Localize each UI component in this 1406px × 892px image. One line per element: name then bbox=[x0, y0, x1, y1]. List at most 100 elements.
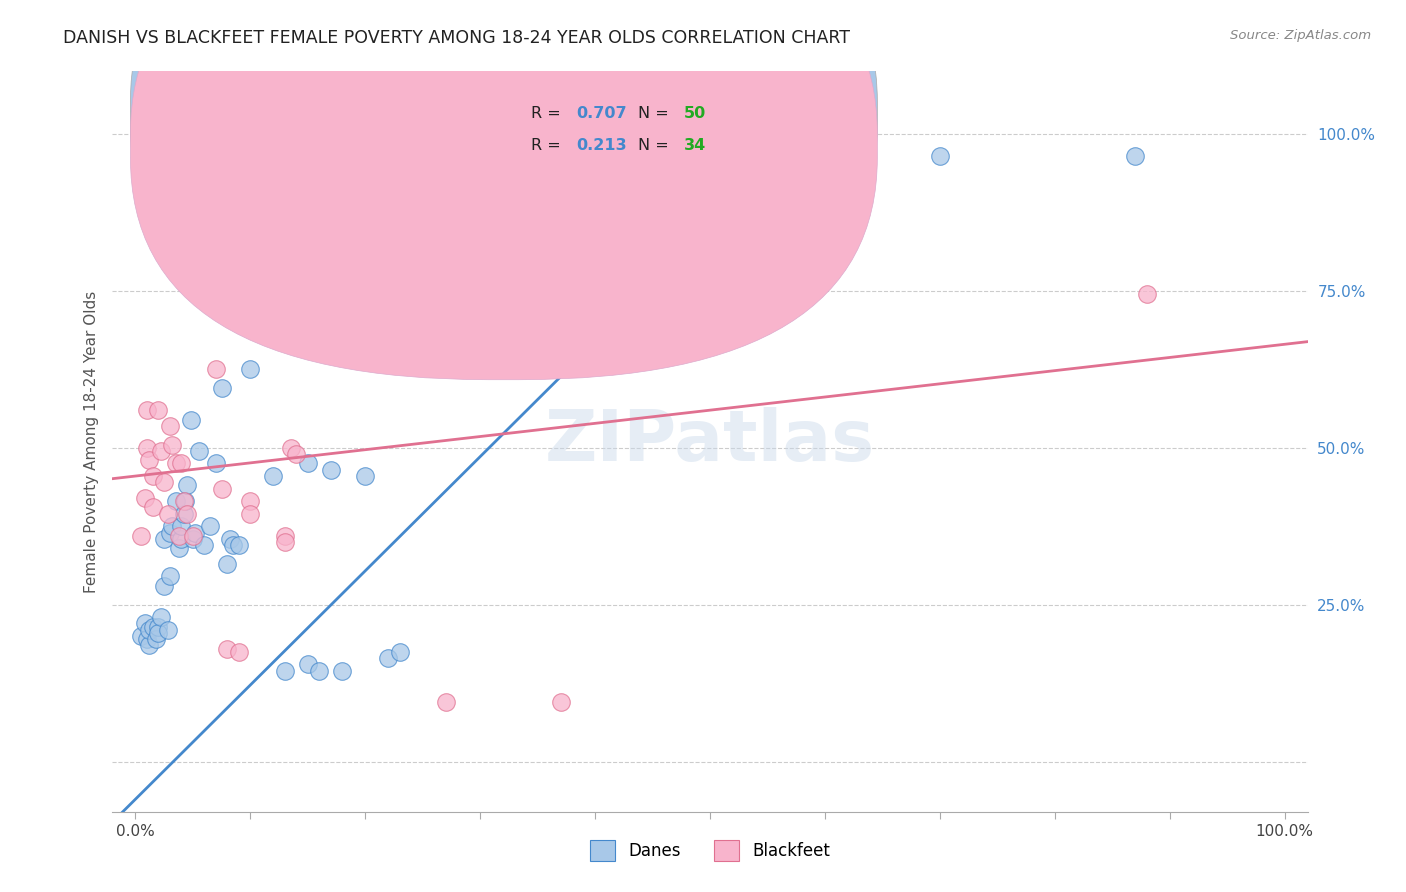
Point bbox=[217, 557, 239, 571]
Point bbox=[262, 469, 284, 483]
Point bbox=[153, 532, 176, 546]
Point bbox=[165, 457, 187, 471]
Point bbox=[550, 695, 572, 709]
Point bbox=[167, 529, 190, 543]
Point bbox=[239, 362, 262, 376]
Point bbox=[928, 149, 950, 163]
Point bbox=[228, 538, 250, 552]
Text: Source: ZipAtlas.com: Source: ZipAtlas.com bbox=[1230, 29, 1371, 42]
Point bbox=[145, 632, 167, 647]
Text: N =: N = bbox=[638, 106, 675, 121]
Point bbox=[159, 418, 181, 433]
Point bbox=[149, 444, 172, 458]
Point bbox=[218, 532, 240, 546]
Point bbox=[167, 541, 190, 556]
Point bbox=[134, 616, 156, 631]
Point bbox=[285, 447, 308, 461]
Point bbox=[181, 529, 204, 543]
Point bbox=[165, 494, 187, 508]
Point bbox=[170, 519, 193, 533]
Text: R =: R = bbox=[531, 106, 565, 121]
Point bbox=[153, 475, 176, 490]
Point bbox=[297, 657, 319, 672]
Point bbox=[129, 629, 152, 643]
Point bbox=[173, 494, 195, 508]
Text: 50: 50 bbox=[683, 106, 706, 121]
Point bbox=[434, 149, 457, 163]
Point bbox=[173, 494, 195, 508]
Point bbox=[377, 651, 399, 665]
Point bbox=[239, 494, 262, 508]
Point bbox=[354, 469, 377, 483]
Point bbox=[129, 529, 152, 543]
Point bbox=[170, 457, 193, 471]
Text: 0.707: 0.707 bbox=[576, 106, 627, 121]
Point bbox=[1123, 149, 1146, 163]
Point bbox=[136, 403, 159, 417]
Point bbox=[330, 664, 353, 678]
Point bbox=[162, 438, 183, 452]
Point bbox=[148, 403, 170, 417]
Y-axis label: Female Poverty Among 18-24 Year Olds: Female Poverty Among 18-24 Year Olds bbox=[83, 291, 98, 592]
FancyBboxPatch shape bbox=[131, 0, 877, 348]
Point bbox=[159, 569, 181, 583]
Point bbox=[142, 469, 165, 483]
Point bbox=[148, 620, 170, 634]
Text: DANISH VS BLACKFEET FEMALE POVERTY AMONG 18-24 YEAR OLDS CORRELATION CHART: DANISH VS BLACKFEET FEMALE POVERTY AMONG… bbox=[63, 29, 851, 46]
Text: 34: 34 bbox=[683, 138, 706, 153]
Point bbox=[134, 491, 156, 505]
Point bbox=[470, 149, 492, 163]
Point bbox=[388, 645, 411, 659]
Point bbox=[274, 529, 297, 543]
Point bbox=[136, 632, 159, 647]
Point bbox=[274, 664, 297, 678]
Point bbox=[142, 500, 165, 515]
Point bbox=[180, 412, 202, 426]
Point bbox=[149, 610, 172, 624]
Point bbox=[136, 441, 159, 455]
Point bbox=[153, 579, 176, 593]
Point bbox=[319, 463, 342, 477]
Point bbox=[156, 507, 179, 521]
Point bbox=[176, 478, 198, 492]
Point bbox=[211, 482, 233, 496]
Point bbox=[239, 507, 262, 521]
Point bbox=[193, 149, 215, 163]
Point bbox=[159, 525, 181, 540]
Point bbox=[138, 623, 160, 637]
FancyBboxPatch shape bbox=[131, 0, 877, 380]
FancyBboxPatch shape bbox=[467, 84, 792, 181]
Point bbox=[217, 641, 239, 656]
Point bbox=[148, 626, 170, 640]
Point bbox=[184, 525, 207, 540]
Point bbox=[205, 457, 228, 471]
Point bbox=[173, 507, 195, 521]
Point bbox=[434, 695, 457, 709]
Text: 0.213: 0.213 bbox=[576, 138, 627, 153]
Point bbox=[187, 444, 209, 458]
Point bbox=[222, 538, 245, 552]
Point bbox=[1136, 287, 1159, 301]
Legend: Danes, Blackfeet: Danes, Blackfeet bbox=[583, 834, 837, 867]
Point bbox=[297, 457, 319, 471]
Point bbox=[170, 532, 193, 546]
Point bbox=[228, 645, 250, 659]
Point bbox=[211, 381, 233, 395]
Point bbox=[193, 538, 215, 552]
Point bbox=[156, 623, 179, 637]
Point bbox=[138, 639, 160, 653]
Point bbox=[274, 535, 297, 549]
Point bbox=[205, 362, 228, 376]
Point bbox=[280, 441, 302, 455]
Point bbox=[176, 507, 198, 521]
Point bbox=[162, 519, 183, 533]
Point bbox=[308, 664, 330, 678]
Text: R =: R = bbox=[531, 138, 565, 153]
Point bbox=[142, 620, 165, 634]
Point bbox=[198, 519, 221, 533]
Point bbox=[193, 149, 215, 163]
Text: ZIPatlas: ZIPatlas bbox=[546, 407, 875, 476]
Text: N =: N = bbox=[638, 138, 675, 153]
Point bbox=[138, 453, 160, 467]
Point bbox=[181, 532, 204, 546]
